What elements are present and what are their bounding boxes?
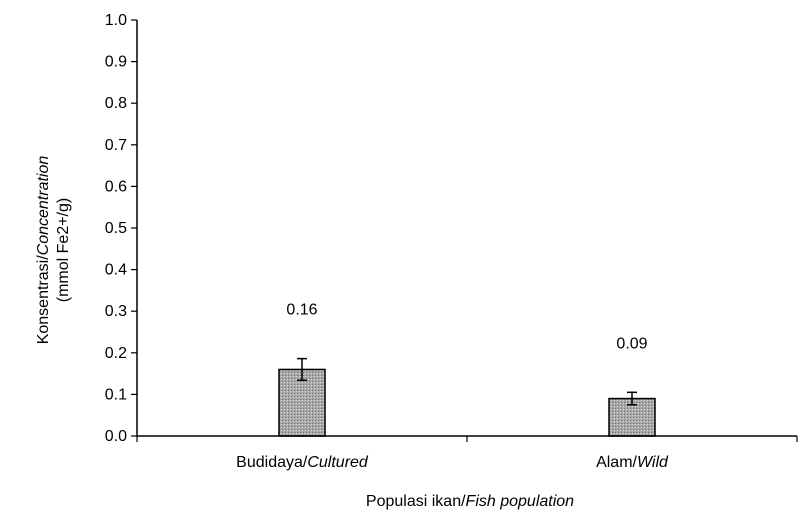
x-axis-title: Populasi ikan/Fish population (366, 493, 574, 510)
y-tick-label: 0.9 (105, 54, 127, 71)
y-axis-title-base: Konsentrasi/ (35, 255, 52, 344)
y-tick-label: 0.4 (105, 262, 127, 279)
error-bars (297, 357, 637, 406)
y-tick-label: 0.1 (105, 386, 127, 403)
y-tick-label: 0.5 (105, 220, 127, 237)
x-tick-label: Alam/Wild (596, 454, 669, 471)
y-tick-label: 0.6 (105, 178, 127, 195)
y-tick-label: 0.2 (105, 345, 127, 362)
data-label: 0.09 (616, 335, 647, 352)
error-bar (627, 391, 637, 406)
labels: 0.0 0.1 0.2 0.3 0.4 0.5 0.6 0.7 0.8 0.9 1.0 0.16 Bud… (105, 12, 669, 471)
error-bar (297, 357, 307, 382)
y-axis-unit: (mmol Fe2+/g) (55, 198, 72, 302)
y-tick-label: 0.3 (105, 303, 127, 320)
bars (278, 368, 656, 437)
x-axis-title-base: Populasi ikan/ (366, 493, 466, 510)
y-tick-label: 0.7 (105, 137, 127, 154)
y-tick-label: 0.8 (105, 95, 127, 112)
x-tick-label: Budidaya/Cultured (236, 454, 369, 471)
data-label: 0.16 (286, 302, 317, 319)
axes (131, 19, 798, 442)
y-axis-title-italic: Concentration (35, 156, 52, 256)
x-axis-title-italic: Fish population (466, 493, 575, 510)
y-tick-label: 0.0 (105, 428, 127, 445)
y-axis-title: Konsentrasi/Concentration (35, 156, 52, 345)
y-tick-label: 1.0 (105, 12, 127, 29)
